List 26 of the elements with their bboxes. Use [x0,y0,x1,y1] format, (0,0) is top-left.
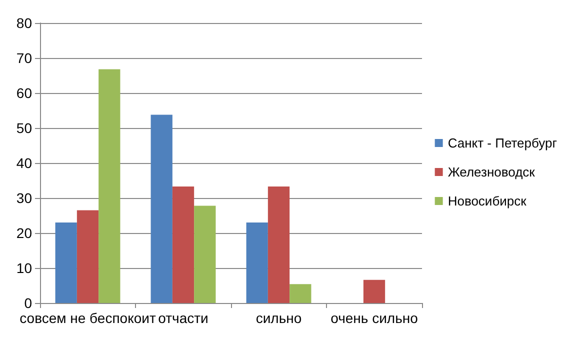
bar [55,222,77,303]
bar [76,210,99,303]
y-tick-label: 10 [16,260,32,276]
y-tick-label: 50 [16,120,32,136]
bar [172,186,194,303]
bar [363,280,386,303]
y-tick-label: 20 [16,225,32,241]
y-tick-label: 60 [16,85,32,101]
legend-label: Железноводск [448,164,536,180]
x-tick-label: сильно [256,310,302,326]
bar [194,206,216,303]
x-tick-label: отчасти [158,310,208,326]
y-tick-label: 30 [16,190,32,206]
bar [268,186,290,303]
bar [98,69,120,303]
legend-label: Санкт - Петербург [448,136,558,150]
bar [290,284,312,303]
bar [246,222,268,303]
y-tick-label: 80 [16,15,32,31]
legend-label: Новосибирск [448,194,527,208]
x-tick-label: совсем не беспокоит [20,310,156,326]
bar [150,114,172,303]
x-tick-label: очень сильно [330,310,418,326]
y-tick-label: 40 [16,155,32,171]
y-tick-label: 70 [16,50,32,66]
y-tick-label: 0 [24,295,32,311]
